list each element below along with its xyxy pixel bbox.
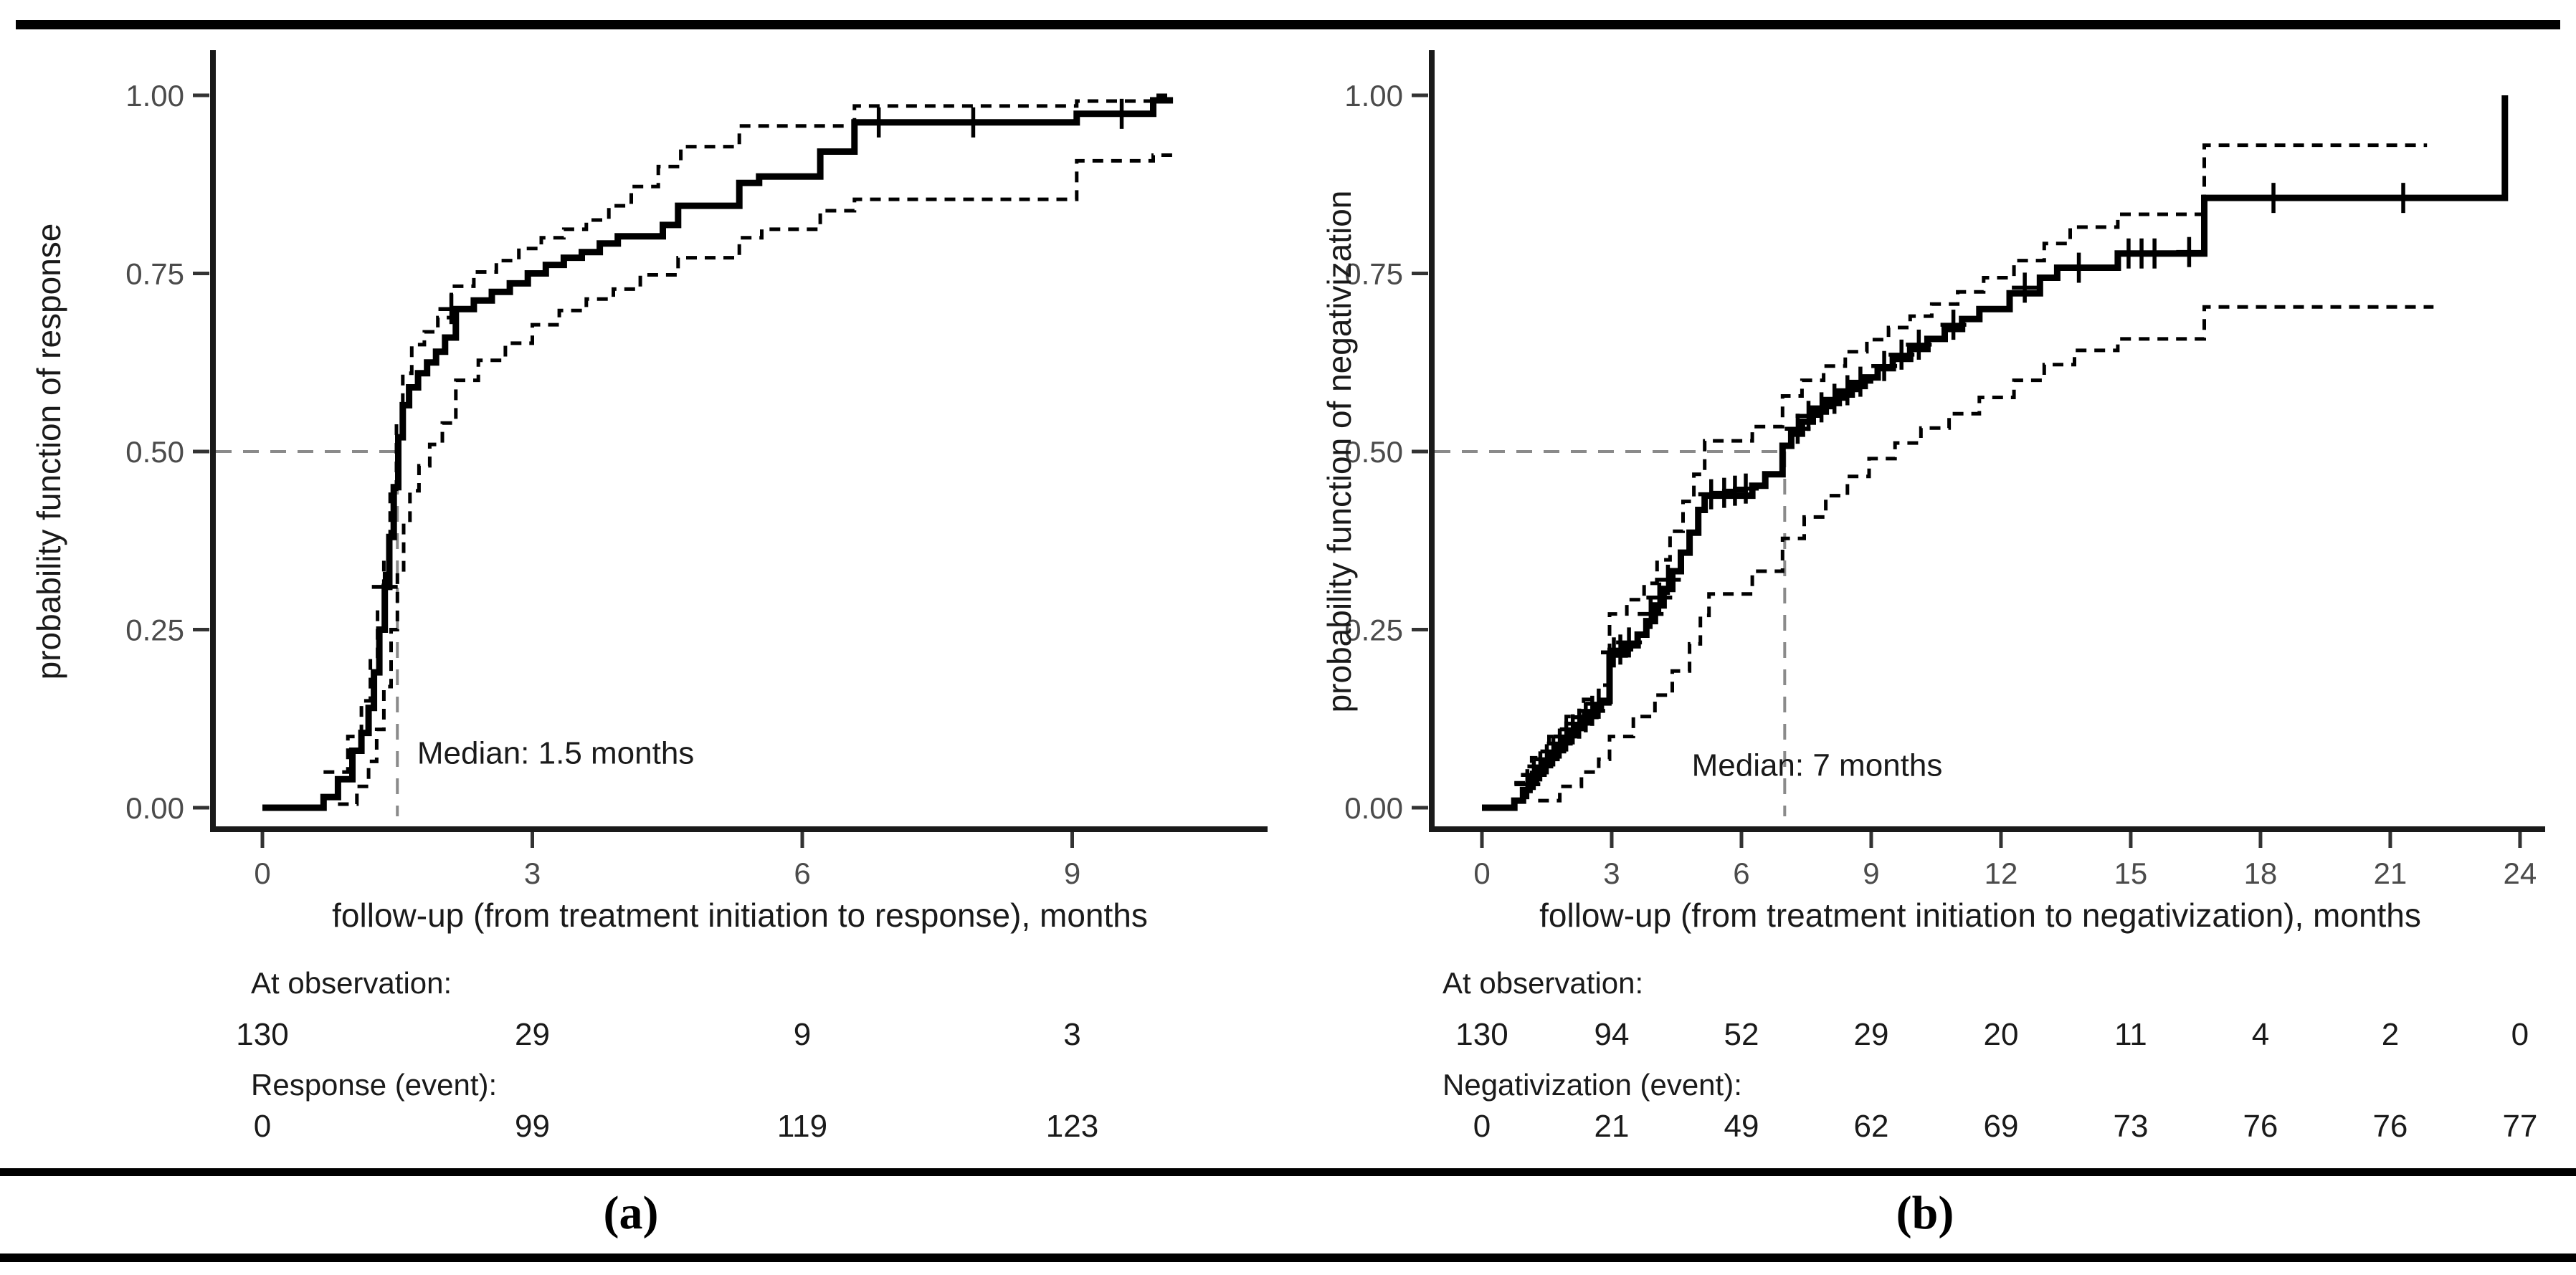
risk-table-value: 123 <box>1046 1109 1098 1144</box>
y-axis-title: probability function of response <box>30 224 67 680</box>
risk-table-value: 76 <box>2243 1109 2278 1144</box>
x-tick-label: 3 <box>1603 856 1620 890</box>
risk-table-row-label: Negativization (event): <box>1443 1068 1742 1102</box>
x-axis-title: follow-up (from treatment initiation to … <box>332 897 1148 934</box>
y-tick-label: 0.25 <box>1344 613 1403 647</box>
risk-table-row-label: Response (event): <box>251 1068 497 1102</box>
x-axis-title: follow-up (from treatment initiation to … <box>1539 897 2421 934</box>
risk-table-value: 76 <box>2372 1109 2408 1144</box>
middle-border-rule <box>0 1168 2576 1176</box>
x-tick-label: 24 <box>2504 856 2537 890</box>
y-tick-label: 0.00 <box>1344 791 1403 825</box>
x-tick-label: 15 <box>2114 856 2148 890</box>
risk-table-value: 4 <box>2252 1017 2269 1052</box>
risk-table-value: 119 <box>777 1109 827 1144</box>
risk-table-value: 94 <box>1594 1017 1630 1052</box>
risk-table-row-label: At observation: <box>1443 966 1643 1000</box>
y-axis-line <box>210 50 216 832</box>
bottom-border-rule <box>0 1253 2576 1262</box>
x-tick-label: 0 <box>254 856 270 890</box>
risk-table-value: 11 <box>2114 1017 2147 1052</box>
median-annotation-label: Median: 1.5 months <box>417 735 694 770</box>
km-curve-estimate <box>262 97 1174 811</box>
x-tick-label: 3 <box>524 856 541 890</box>
km-curve-upper_95ci <box>1514 143 2428 785</box>
risk-table-value: 73 <box>2113 1109 2148 1144</box>
y-tick-label: 0.75 <box>1344 257 1403 291</box>
km-curve-estimate <box>1482 95 2509 811</box>
risk-table-value: 69 <box>1983 1109 2018 1144</box>
risk-table-value: 9 <box>794 1017 811 1052</box>
y-axis-title: probability function of negativization <box>1321 191 1358 713</box>
x-tick-label: 18 <box>2244 856 2278 890</box>
risk-table-value: 21 <box>1594 1109 1630 1144</box>
x-axis-line <box>1429 826 2545 832</box>
km-curve-upper_95ci <box>323 93 1174 774</box>
x-axis-line <box>210 826 1268 832</box>
km-curve-lower_95ci <box>338 153 1174 806</box>
km-curve-lower_95ci <box>1538 305 2434 803</box>
y-tick-label: 0.25 <box>125 613 184 647</box>
risk-table-value: 130 <box>1455 1017 1508 1052</box>
panel-b-caption: (b) <box>1896 1187 1954 1239</box>
risk-table-value: 29 <box>1853 1017 1888 1052</box>
risk-table-value: 20 <box>1983 1017 2018 1052</box>
top-border-rule <box>16 20 2560 29</box>
x-tick-label: 6 <box>794 856 810 890</box>
risk-table-value: 49 <box>1724 1109 1759 1144</box>
y-tick-label: 0.50 <box>125 435 184 469</box>
y-tick-label: 0.00 <box>125 791 184 825</box>
risk-table-value: 3 <box>1063 1017 1080 1052</box>
x-tick-label: 6 <box>1733 856 1749 890</box>
x-tick-label: 0 <box>1473 856 1490 890</box>
y-tick-label: 1.00 <box>125 79 184 113</box>
y-tick-label: 1.00 <box>1344 79 1403 113</box>
x-tick-label: 21 <box>2374 856 2408 890</box>
y-axis-line <box>1429 50 1435 832</box>
median-annotation-label: Median: 7 months <box>1692 748 1943 783</box>
risk-table-value: 77 <box>2502 1109 2537 1144</box>
y-tick-label: 0.50 <box>1344 435 1403 469</box>
risk-table-value: 52 <box>1724 1017 1759 1052</box>
x-tick-label: 9 <box>1863 856 1879 890</box>
risk-table-value: 130 <box>236 1017 288 1052</box>
x-tick-label: 12 <box>1985 856 2018 890</box>
panel-a-caption: (a) <box>603 1187 659 1239</box>
risk-table-value: 0 <box>2511 1017 2529 1052</box>
risk-table-value: 29 <box>515 1017 550 1052</box>
risk-table-value: 2 <box>2382 1017 2399 1052</box>
y-tick-label: 0.75 <box>125 257 184 291</box>
x-tick-label: 9 <box>1064 856 1080 890</box>
risk-table-value: 0 <box>1473 1109 1491 1144</box>
risk-table-row-label: At observation: <box>251 966 452 1000</box>
risk-table-value: 0 <box>254 1109 271 1144</box>
risk-table-value: 99 <box>515 1109 550 1144</box>
risk-table-value: 62 <box>1853 1109 1888 1144</box>
